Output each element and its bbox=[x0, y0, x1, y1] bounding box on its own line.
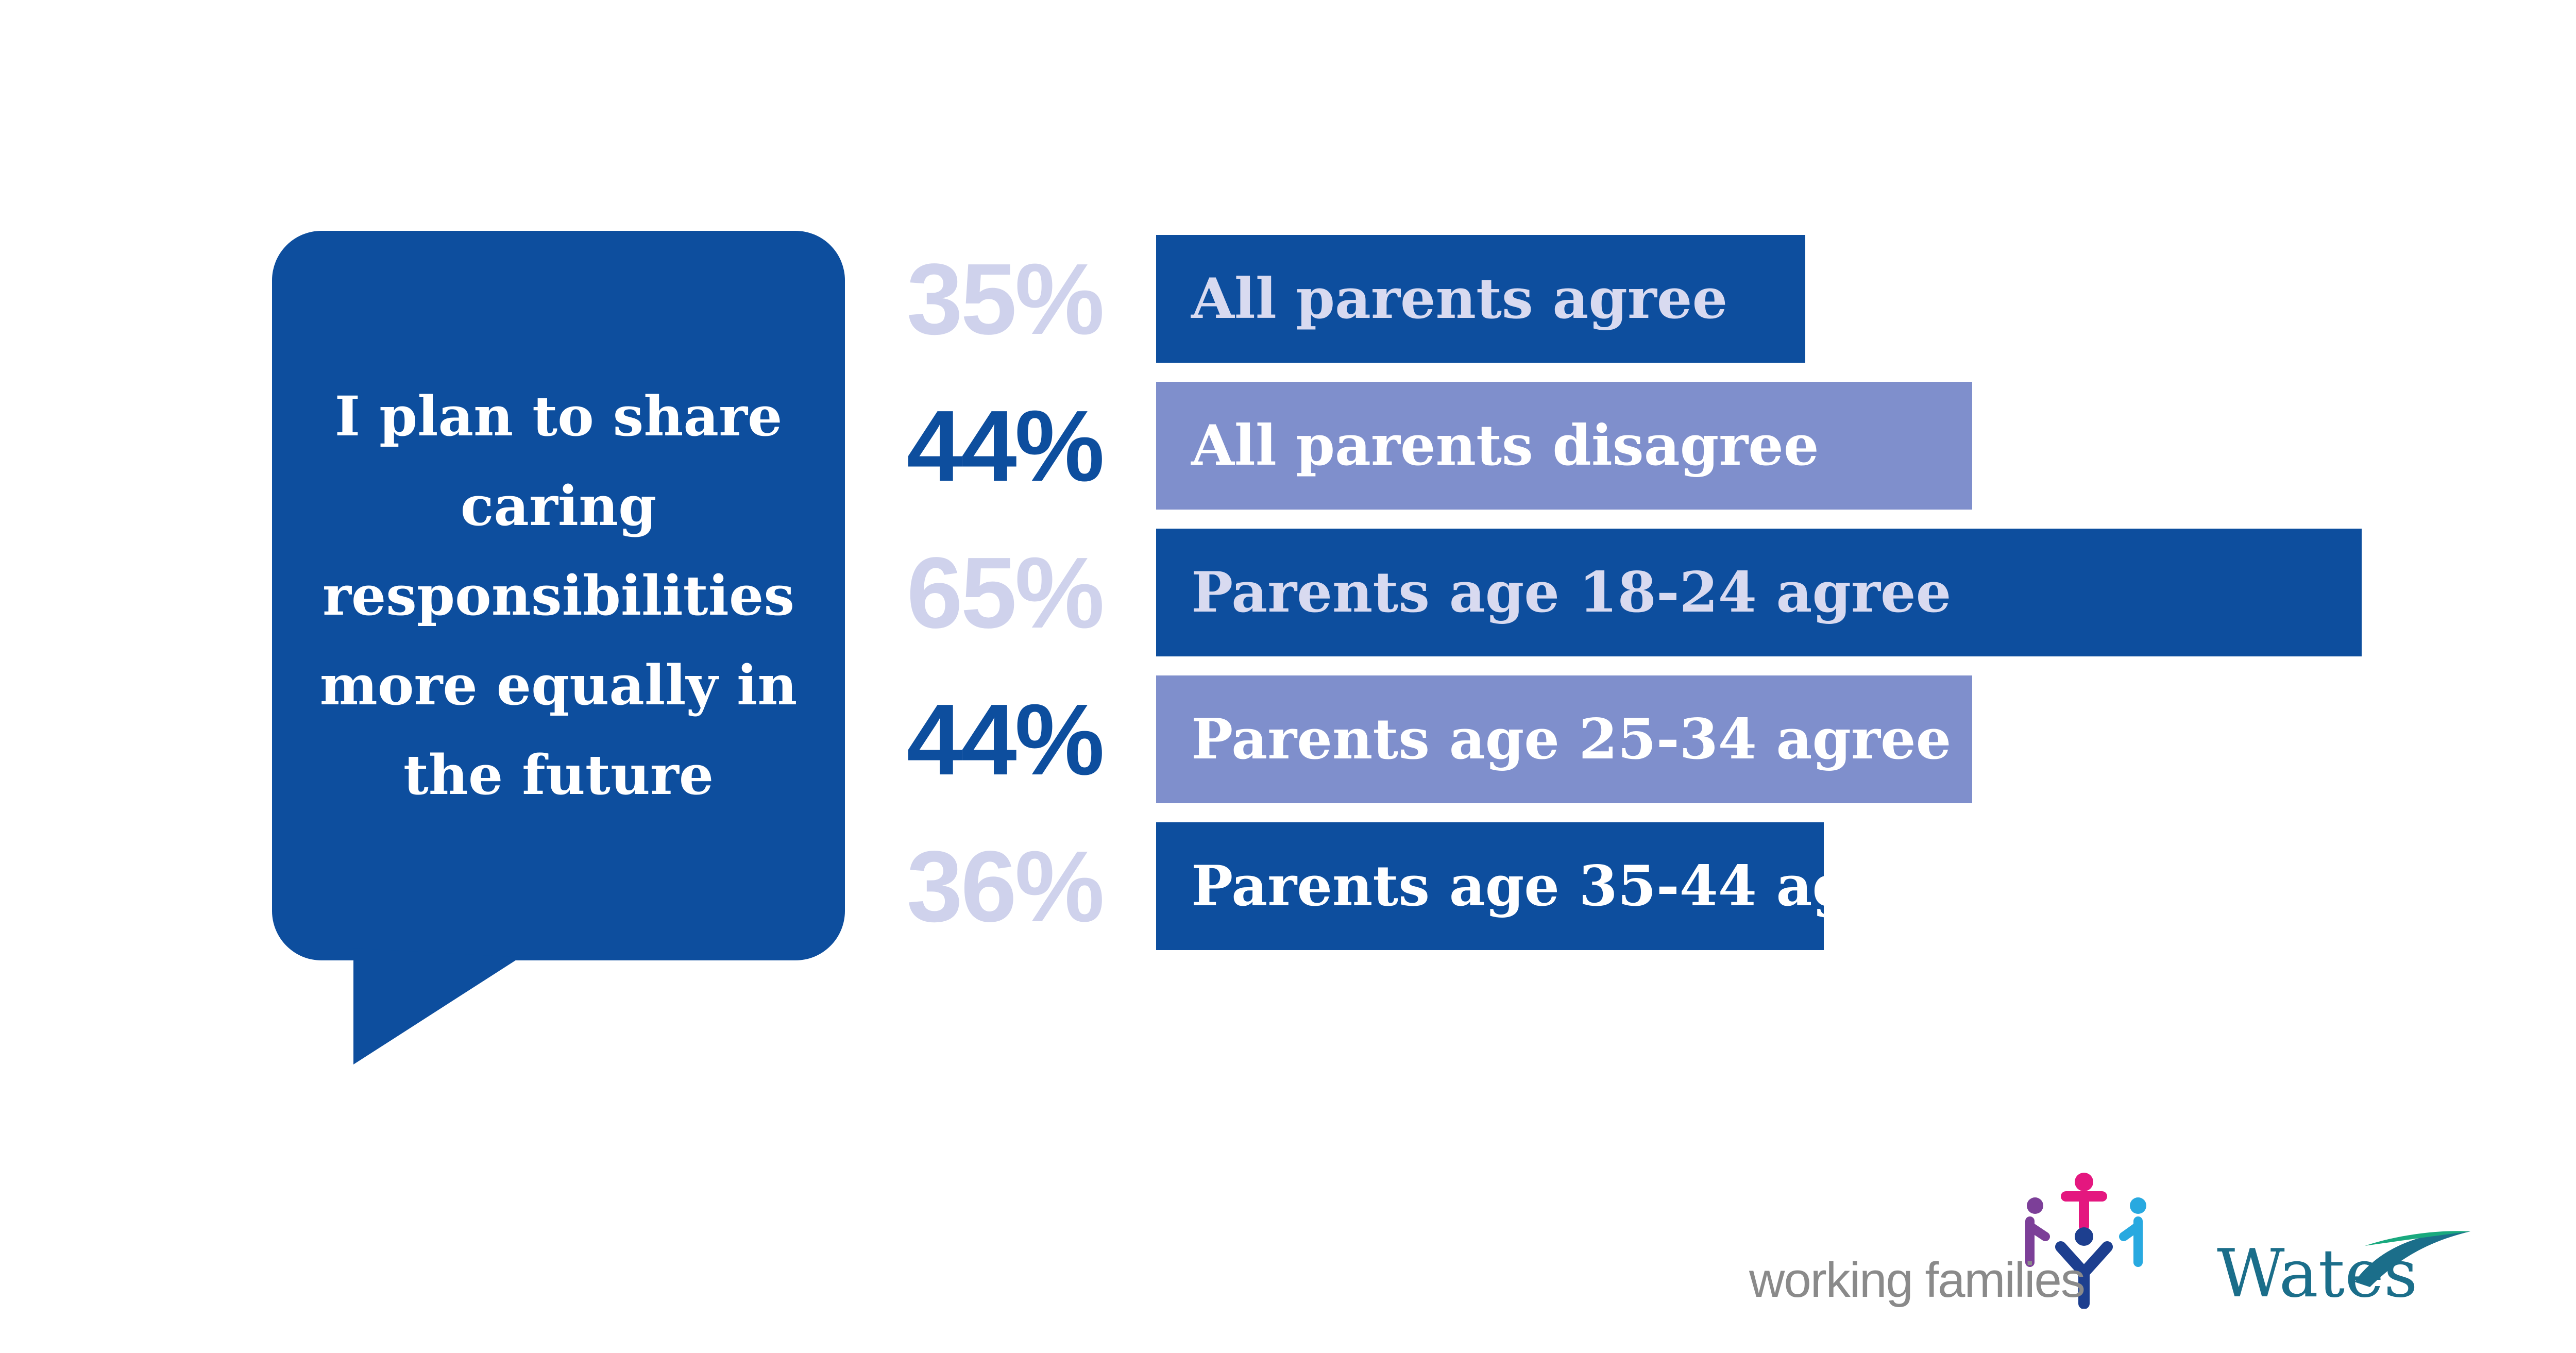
value-label: 36% bbox=[906, 830, 1105, 943]
speech-bubble-text: I plan to share caring responsibilities … bbox=[319, 384, 798, 807]
category-label: Parents age 25-34 agree bbox=[1191, 707, 1952, 772]
bar: Parents age 25-34 agree bbox=[1156, 675, 1972, 803]
bar: Parents age 18-24 agree bbox=[1156, 529, 2362, 656]
value-label: 35% bbox=[906, 243, 1105, 356]
bar: Parents age 35-44 agree bbox=[1156, 822, 1951, 950]
value-label: 65% bbox=[906, 536, 1105, 649]
category-label: Parents age 35-44 agree bbox=[1191, 854, 1952, 919]
wates-logo-text: Wates bbox=[2217, 1236, 2418, 1312]
category-label: Parents age 18-24 agree bbox=[1191, 560, 1952, 625]
working-families-logo-text: working families bbox=[1749, 1253, 2086, 1308]
category-label: All parents agree bbox=[1191, 266, 1728, 331]
working-families-figures-icon bbox=[2025, 1173, 2146, 1309]
value-label: 44% bbox=[906, 390, 1105, 502]
value-label: 44% bbox=[906, 683, 1105, 796]
category-label: All parents disagree bbox=[1191, 413, 1819, 478]
speech-bubble bbox=[272, 231, 845, 960]
bar: All parents disagree bbox=[1156, 382, 1972, 510]
wates-swoosh-icon bbox=[2354, 1231, 2470, 1287]
bar: All parents agree bbox=[1156, 235, 1805, 363]
